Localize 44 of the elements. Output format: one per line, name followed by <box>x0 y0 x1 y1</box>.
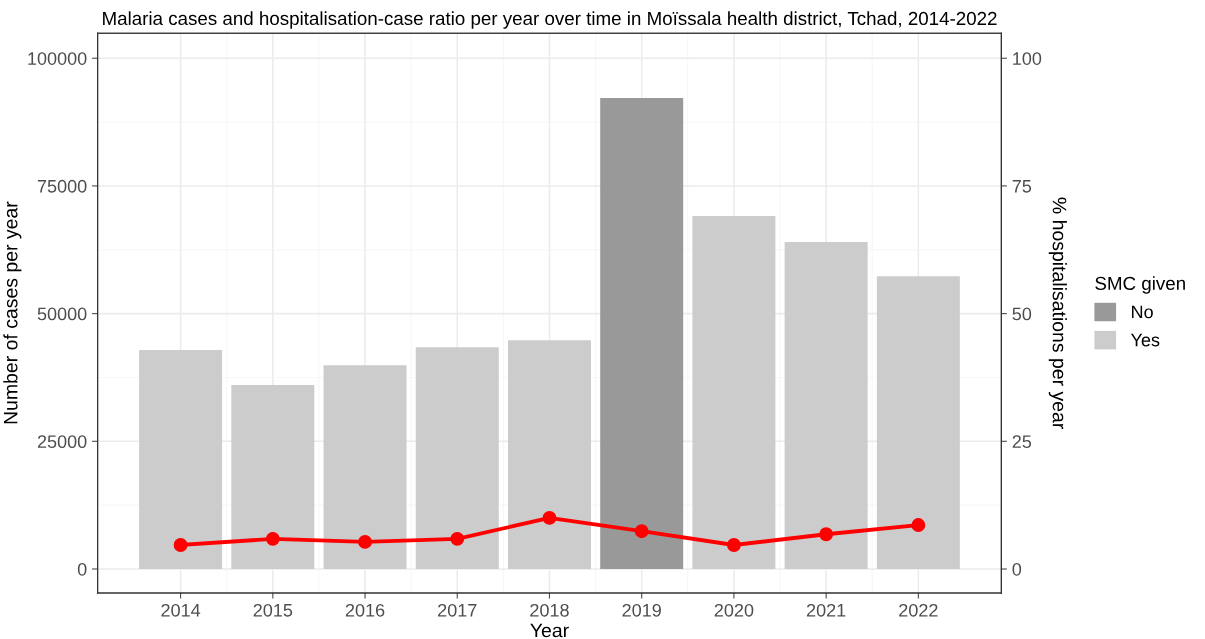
y2-tick-label: 0 <box>1012 562 1022 576</box>
point <box>542 510 557 525</box>
y2-axis-title: % hospitalisations per year <box>1048 197 1067 429</box>
y-tick-label: 100000 <box>28 52 87 65</box>
x-tick-label: 2018 <box>530 603 569 617</box>
y-tick-label: 25000 <box>37 435 87 449</box>
y-tick-label: 50000 <box>37 307 87 321</box>
point <box>358 534 372 549</box>
point <box>265 531 280 546</box>
bar <box>231 385 315 569</box>
legend-title: SMC given <box>1095 276 1185 294</box>
point <box>819 527 834 542</box>
bar <box>600 98 684 569</box>
x-tick-label: 2019 <box>622 603 661 617</box>
y2-tick-label: 50 <box>1012 307 1032 321</box>
x-tick-label: 2015 <box>253 603 293 617</box>
point <box>634 524 649 539</box>
point <box>450 531 465 546</box>
point <box>726 538 741 552</box>
x-tick-label: 2021 <box>806 603 846 617</box>
bar <box>323 365 407 569</box>
y2-tick-label: 25 <box>1012 435 1032 449</box>
y-axis-title: Number of cases per year <box>3 201 22 424</box>
y2-tick-label: 75 <box>1012 180 1032 193</box>
y-tick-label: 75000 <box>37 179 87 193</box>
y-tick-label: 0 <box>77 562 87 576</box>
bar <box>507 340 591 569</box>
x-tick-label: 2016 <box>345 603 385 617</box>
bar <box>692 216 776 569</box>
point <box>911 518 926 533</box>
bar <box>415 347 499 569</box>
x-axis-title: Year <box>530 623 569 638</box>
bar <box>876 276 960 569</box>
x-tick-label: 2014 <box>161 603 201 617</box>
y2-tick-label: 100 <box>1013 52 1042 65</box>
bar <box>139 349 223 569</box>
legend-label: Yes <box>1130 333 1160 347</box>
legend-label: No <box>1132 305 1153 319</box>
x-tick-label: 2022 <box>899 603 938 617</box>
chart-title: Malaria cases and hospitalisation-case ratio per year over time in Moïssala health district, Tchad, 2014-2022 <box>103 11 997 29</box>
point <box>173 538 188 552</box>
bar <box>784 242 868 569</box>
x-tick-label: 2020 <box>714 603 754 617</box>
x-tick-label: 2017 <box>438 603 477 617</box>
